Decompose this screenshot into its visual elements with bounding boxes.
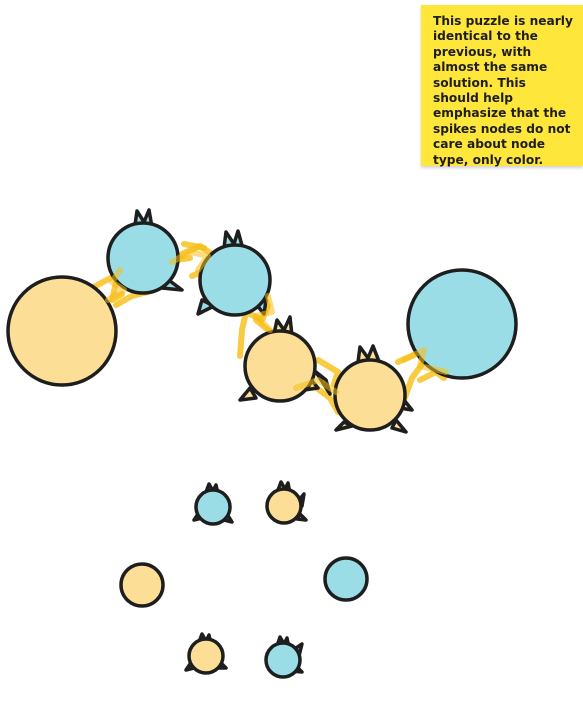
solution-path-overlay <box>105 249 449 395</box>
sticky-note-text: This puzzle is nearly identical to the p… <box>433 14 573 167</box>
connection-stroke <box>105 267 127 303</box>
puzzle-nodes <box>6 208 518 434</box>
small-blue-plain-node[interactable] <box>323 556 369 602</box>
small-yellow-plain-node[interactable] <box>119 562 165 608</box>
node-big-blue-right[interactable] <box>406 268 518 380</box>
node-blue-spike-1[interactable] <box>106 208 184 295</box>
small-blue-spike-node-bottom[interactable] <box>264 635 304 679</box>
small-blue-spike-node[interactable] <box>192 482 234 526</box>
connection-stroke <box>315 357 341 387</box>
connection-stroke <box>401 347 449 375</box>
node-blue-spike-2[interactable] <box>196 229 272 317</box>
node-big-yellow-left[interactable] <box>6 275 118 387</box>
connection-stroke <box>253 293 275 333</box>
legend-nodes <box>119 480 369 679</box>
connection-stroke <box>169 249 211 273</box>
node-yellow-spike-1[interactable] <box>238 315 320 403</box>
small-yellow-spike-node-bottom[interactable] <box>184 632 228 675</box>
small-yellow-spike-node[interactable] <box>265 480 308 525</box>
sticky-note[interactable]: This puzzle is nearly identical to the p… <box>421 5 583 167</box>
connection-stroke <box>293 377 339 395</box>
